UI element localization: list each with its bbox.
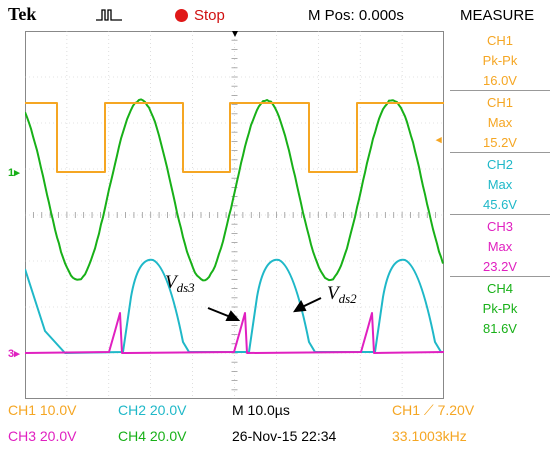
measure-slot-4[interactable]: CH3 Max 23.2V (450, 216, 550, 277)
measure-slot-2[interactable]: CH1 Max 15.2V (450, 92, 550, 153)
measure-slot-5[interactable]: CH4 Pk-Pk 81.6V (450, 278, 550, 339)
brand-logo: Tek (8, 4, 36, 25)
vds2-label: Vds2 (327, 283, 357, 307)
trigger-edge-icon (96, 8, 122, 22)
measure-slot-3[interactable]: CH2 Max 45.6V (450, 154, 550, 215)
top-status-bar: Tek Stop M Pos: 0.000s MEASURE (0, 0, 550, 30)
bottom-status-bar: CH1 10.0V CH2 20.0V M 10.0µs CH1 ⟋ 7.20V… (0, 398, 550, 458)
frequency-readout: 33.1003kHz (392, 428, 467, 444)
ch1-level-marker: ◂ (436, 133, 442, 146)
waveform-graticule (25, 31, 444, 399)
timebase-readout[interactable]: M 10.0µs (232, 402, 290, 418)
trigger-readout[interactable]: CH1 ⟋ 7.20V (392, 402, 474, 419)
ch1-scale[interactable]: CH1 10.0V (8, 402, 76, 418)
date-time: 26-Nov-15 22:34 (232, 428, 336, 444)
ch2-scale[interactable]: CH2 20.0V (118, 402, 186, 418)
ch4-scale[interactable]: CH4 20.0V (118, 428, 186, 444)
measure-panel: CH1 Pk-Pk 16.0V CH1 Max 15.2V CH2 Max 45.6V CH… (450, 30, 550, 398)
stop-indicator-icon (175, 9, 188, 22)
ch3-ground-marker[interactable]: 3▸ (8, 347, 20, 360)
vds3-label: Vds3 (165, 272, 195, 296)
ch3-scale[interactable]: CH3 20.0V (8, 428, 76, 444)
run-state-label: Stop (194, 7, 225, 24)
horizontal-position-readout: M Pos: 0.000s (308, 7, 404, 24)
measure-menu-title[interactable]: MEASURE (460, 7, 534, 24)
ch1-ground-marker[interactable]: 1▸ (8, 166, 20, 179)
scope-display (25, 31, 444, 399)
measure-slot-1[interactable]: CH1 Pk-Pk 16.0V (450, 30, 550, 91)
